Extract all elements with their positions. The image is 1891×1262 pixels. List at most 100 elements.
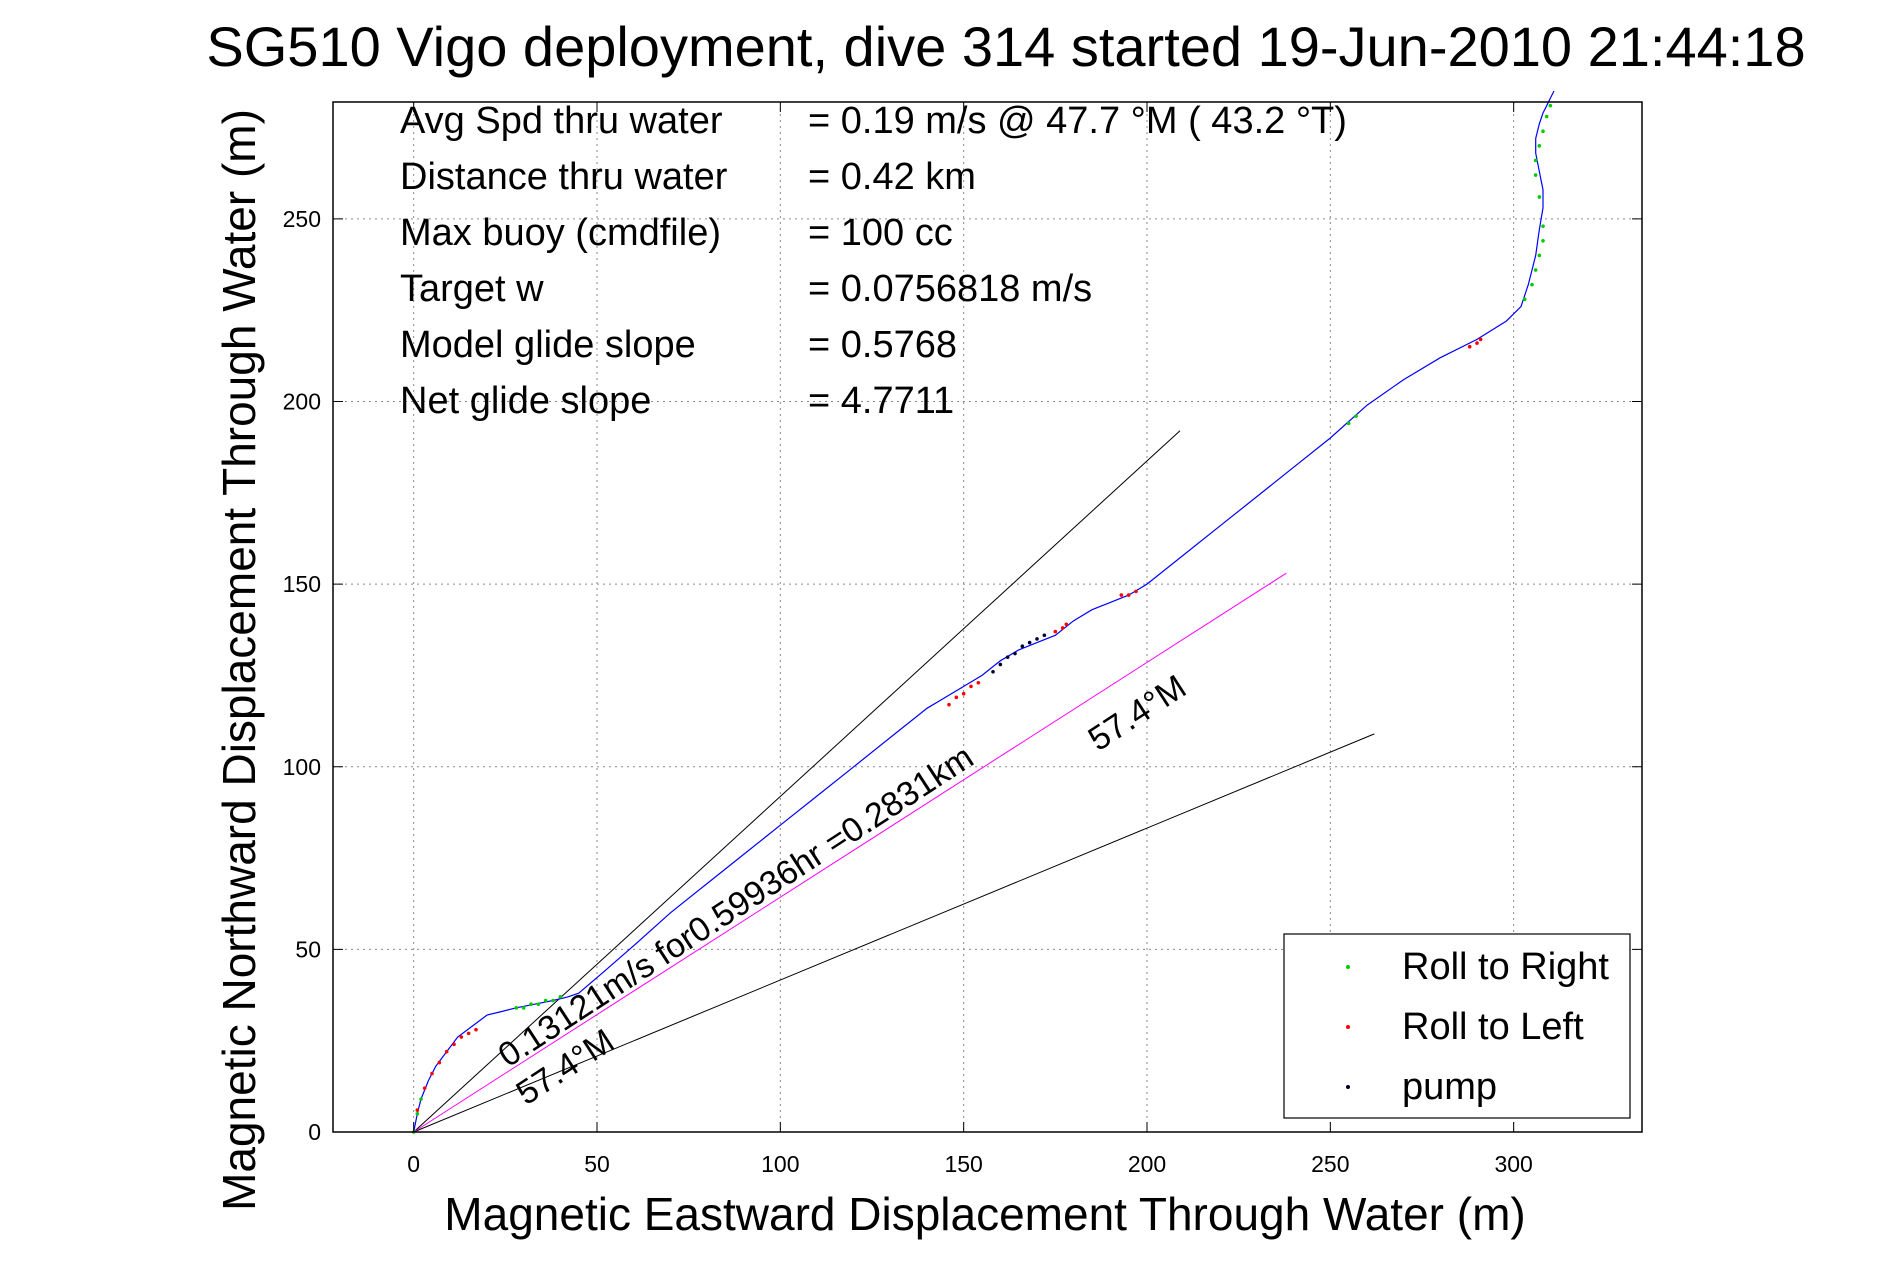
legend-roll-to-left-label: Roll to Left bbox=[1402, 1006, 1584, 1048]
x-tick-label: 200 bbox=[1128, 1151, 1166, 1177]
chart-title: SG510 Vigo deployment, dive 314 started … bbox=[206, 15, 1805, 78]
info-value: = 0.42 km bbox=[808, 156, 976, 198]
legend-box bbox=[1283, 933, 1631, 1119]
roll-to-left-marker bbox=[474, 1027, 478, 1032]
info-label: Target w bbox=[400, 268, 544, 310]
x-tick-label: 150 bbox=[944, 1151, 982, 1177]
legend-roll-to-right-label: Roll to Right bbox=[1402, 946, 1609, 988]
x-tick-label: 100 bbox=[761, 1151, 799, 1177]
info-value: = 4.7711 bbox=[808, 380, 954, 422]
reference-line bbox=[413, 733, 1375, 1133]
roll-to-left-marker bbox=[430, 1071, 434, 1076]
x-tick-label: 0 bbox=[407, 1151, 420, 1177]
legend-pump-label: pump bbox=[1402, 1066, 1497, 1108]
roll-to-right-marker bbox=[1548, 103, 1553, 108]
reference-lines bbox=[413, 430, 1375, 1133]
roll-to-right-marker bbox=[415, 1111, 420, 1116]
roll-to-right-marker bbox=[1541, 238, 1545, 243]
roll-to-right-marker bbox=[1533, 173, 1538, 177]
roll-to-left-marker bbox=[961, 691, 966, 696]
pump-marker bbox=[1013, 651, 1017, 656]
roll-to-left-marker bbox=[459, 1035, 464, 1039]
roll-to-right-marker bbox=[543, 998, 548, 1003]
roll-to-left-marker bbox=[1126, 593, 1131, 597]
roll-to-right-marker bbox=[551, 998, 555, 1003]
roll-to-left-marker bbox=[954, 695, 959, 700]
roll-to-left-marker bbox=[969, 684, 973, 689]
roll-to-right-marker bbox=[521, 1006, 526, 1010]
info-value: = 0.0756818 m/s bbox=[808, 268, 1092, 310]
y-tick-label: 250 bbox=[283, 206, 321, 232]
roll-to-left-marker bbox=[1467, 344, 1472, 349]
roll-to-right-marker bbox=[514, 1006, 519, 1010]
info-label: Distance thru water bbox=[400, 156, 728, 198]
roll-to-right-marker bbox=[1541, 129, 1545, 134]
plot-frame bbox=[332, 101, 1643, 1133]
x-axis-label: Magnetic Eastward Displacement Through W… bbox=[444, 1188, 1525, 1240]
roll-to-right-marker bbox=[529, 1002, 533, 1006]
roll-to-left-marker bbox=[437, 1060, 442, 1065]
roll-to-left-marker bbox=[1053, 629, 1058, 634]
roll-to-left-marker bbox=[415, 1108, 420, 1112]
pump-marker bbox=[1035, 637, 1039, 641]
roll-to-right-marker bbox=[1346, 421, 1351, 426]
info-label: Max buoy (cmdfile) bbox=[400, 212, 721, 254]
roll-to-right-marker bbox=[1533, 268, 1538, 272]
y-axis-label: Magnetic Northward Displacement Through … bbox=[213, 109, 265, 1211]
roll-to-right-marker bbox=[1544, 114, 1549, 119]
x-tick-label: 300 bbox=[1494, 1151, 1532, 1177]
y-tick-label: 0 bbox=[308, 1119, 321, 1145]
pump-marker bbox=[1027, 640, 1032, 645]
roll-to-left-marker bbox=[444, 1049, 449, 1054]
markers bbox=[411, 103, 1553, 1134]
info-label: Net glide slope bbox=[400, 380, 651, 422]
legend-pump-swatch bbox=[1346, 1085, 1350, 1089]
roll-to-left-marker bbox=[466, 1031, 471, 1036]
x-tick-label: 50 bbox=[584, 1151, 610, 1177]
reference-line bbox=[413, 430, 1181, 1133]
pump-marker bbox=[991, 669, 995, 674]
y-tick-label: 200 bbox=[283, 389, 321, 415]
roll-to-left-marker bbox=[422, 1086, 427, 1090]
roll-to-left-marker bbox=[947, 702, 951, 707]
roll-to-right-marker bbox=[1541, 224, 1545, 228]
roll-to-right-marker bbox=[558, 995, 563, 999]
pump-marker bbox=[998, 662, 1003, 667]
roll-to-right-marker bbox=[1522, 297, 1527, 302]
info-label: Model glide slope bbox=[400, 324, 696, 366]
info-label: Avg Spd thru water bbox=[400, 100, 723, 142]
y-tick-label: 50 bbox=[295, 936, 321, 962]
roll-to-left-marker bbox=[1060, 626, 1065, 630]
roll-to-right-marker bbox=[1537, 144, 1542, 148]
roll-to-left-marker bbox=[1475, 341, 1479, 345]
pump-marker bbox=[1005, 655, 1010, 659]
roll-to-left-marker bbox=[1134, 589, 1138, 594]
info-value: = 100 cc bbox=[808, 212, 953, 254]
y-tick-label: 100 bbox=[283, 754, 321, 780]
reference-line bbox=[413, 572, 1287, 1133]
roll-to-left-marker bbox=[452, 1042, 456, 1047]
legend-roll-to-right-swatch bbox=[1346, 965, 1350, 969]
x-tick-label: 250 bbox=[1311, 1151, 1349, 1177]
pump-marker bbox=[1020, 644, 1025, 649]
info-value: = 0.5768 bbox=[808, 324, 957, 366]
roll-to-left-marker bbox=[1119, 593, 1124, 597]
roll-to-right-marker bbox=[1537, 195, 1542, 199]
pump-marker bbox=[1042, 633, 1047, 638]
roll-to-right-marker bbox=[419, 1097, 423, 1101]
info-block: Avg Spd thru water = 0.19 m/s @ 47.7 °M (… bbox=[400, 100, 1347, 422]
info-value: = 0.19 m/s @ 47.7 °M ( 43.2 °T) bbox=[808, 100, 1347, 142]
roll-to-right-marker bbox=[1530, 282, 1534, 287]
roll-to-right-marker bbox=[1354, 414, 1358, 418]
roll-to-left-marker bbox=[976, 680, 981, 685]
roll-to-right-marker bbox=[1533, 158, 1538, 163]
legend-roll-to-left-swatch bbox=[1346, 1025, 1350, 1029]
roll-to-right-marker bbox=[1537, 253, 1542, 258]
legend: Roll to Right Roll to Left pump bbox=[1283, 933, 1631, 1119]
y-tick-label: 150 bbox=[283, 571, 321, 597]
roll-to-right-marker bbox=[536, 1002, 541, 1006]
ticks: 0 50 100 150 200 250 300 0 50 100 150 200 250 bbox=[283, 102, 1642, 1177]
roll-to-left-marker bbox=[1064, 622, 1069, 627]
roll-to-left-marker bbox=[1478, 337, 1483, 342]
